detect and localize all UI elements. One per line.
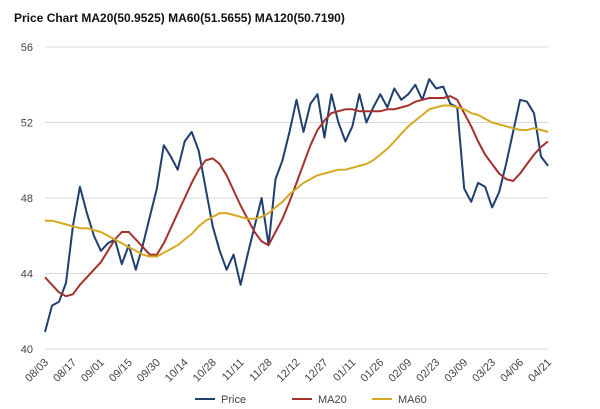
x-tick-label: 08/17 <box>51 357 79 385</box>
series-line <box>45 104 549 258</box>
x-tick-label: 11/11 <box>220 357 247 384</box>
x-tick-label: 12/27 <box>303 357 331 385</box>
series-line <box>44 78 549 333</box>
x-tick-label: 01/11 <box>331 357 358 384</box>
y-tick-label: 48 <box>21 193 33 205</box>
y-tick-label: 44 <box>21 269 33 281</box>
y-tick-label: 52 <box>21 118 33 130</box>
x-tick-label: 01/26 <box>359 357 387 385</box>
chart-title: Price Chart MA20(50.9525) MA60(51.5655) … <box>14 11 345 25</box>
x-tick-label: 08/03 <box>23 357 51 385</box>
x-tick-label: 12/12 <box>275 357 303 385</box>
x-tick-label: 10/14 <box>163 357 191 385</box>
legend-label: Price <box>221 394 246 406</box>
x-tick-label: 09/30 <box>135 357 163 385</box>
x-tick-label: 02/23 <box>414 357 442 385</box>
x-tick-label: 04/21 <box>526 357 554 385</box>
x-tick-label: 09/15 <box>107 357 135 385</box>
x-tick-label: 02/09 <box>386 357 414 385</box>
legend-label: MA20 <box>318 394 347 406</box>
legend-label: MA60 <box>398 394 427 406</box>
x-tick-label: 11/28 <box>247 357 274 384</box>
x-tick-label: 09/01 <box>79 357 107 385</box>
series-line <box>44 95 549 298</box>
x-tick-label: 03/23 <box>470 357 498 385</box>
x-tick-label: 10/28 <box>191 357 219 385</box>
x-tick-label: 03/09 <box>442 357 470 385</box>
y-tick-label: 56 <box>21 42 33 54</box>
y-tick-label: 40 <box>21 344 33 356</box>
x-tick-label: 04/06 <box>498 357 526 385</box>
